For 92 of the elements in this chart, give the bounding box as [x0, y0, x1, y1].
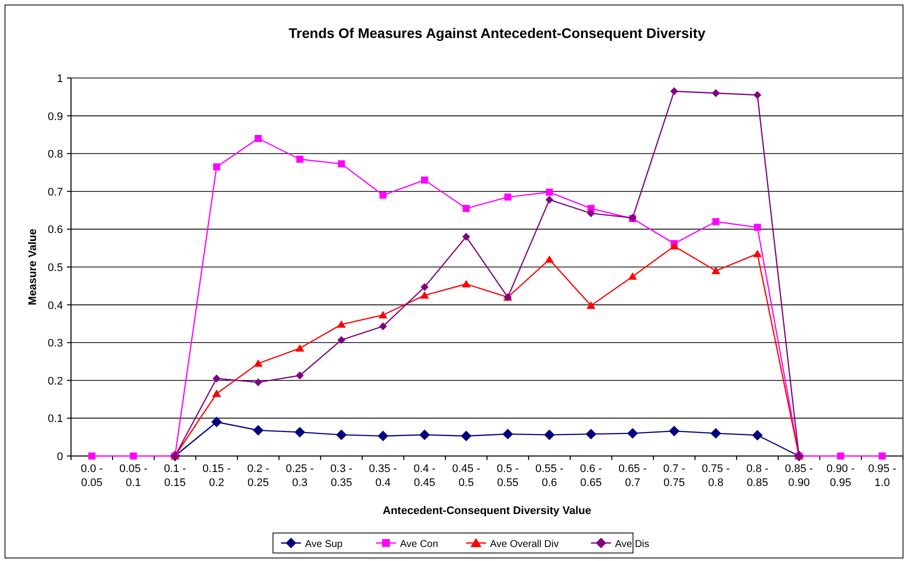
point: [379, 192, 387, 199]
legend-label: Ave Sup: [305, 539, 344, 550]
point: [379, 322, 387, 330]
point: [712, 89, 720, 97]
point: [752, 250, 762, 258]
point: [546, 188, 553, 196]
point: [254, 378, 262, 386]
x-tick-label: 0.65 - 0.7: [618, 463, 647, 489]
point: [253, 425, 264, 436]
point: [420, 291, 430, 299]
point: [88, 452, 96, 460]
point: [544, 430, 554, 440]
point: [212, 416, 222, 428]
y-tick-label: 0.4: [48, 300, 63, 312]
x-tick-label: 0.4 - 0.45: [414, 463, 436, 489]
point: [336, 320, 346, 328]
point: [628, 428, 638, 438]
x-tick-label: 0.0 - 0.05: [80, 463, 104, 489]
point: [712, 218, 720, 226]
point: [212, 390, 222, 397]
point: [587, 210, 595, 218]
point: [212, 374, 220, 382]
x-tick-label: 0.1 - 0.15: [164, 463, 186, 489]
point: [628, 272, 638, 280]
point: [670, 242, 679, 250]
x-tick-label: 0.7 - 0.75: [663, 463, 686, 489]
y-tick-label: 0.1: [48, 413, 63, 426]
x-tick-label: 0.85 - 0.90: [784, 463, 814, 489]
y-tick-label: 0.3: [48, 338, 63, 350]
x-tick-label: 0.2 - 0.25: [247, 463, 270, 489]
y-tick-label: 0.8: [48, 148, 63, 161]
x-tick-label: 0.35 - 0.4: [368, 463, 398, 489]
y-tick-label: 1: [56, 73, 63, 85]
point: [754, 224, 761, 231]
x-tick-label: 0.5 - 0.55: [496, 463, 520, 489]
point: [420, 430, 430, 440]
point: [752, 430, 762, 440]
y-tick-label: 0: [56, 451, 63, 463]
point: [254, 134, 262, 142]
x-tick-label: 0.95 - 1.0: [868, 463, 897, 489]
point: [336, 430, 346, 440]
point: [586, 428, 596, 440]
point: [670, 87, 678, 95]
point: [502, 428, 513, 440]
point: [421, 176, 428, 184]
y-tick-label: 0.7: [48, 186, 63, 198]
point: [295, 344, 304, 352]
y-tick-label: 0.6: [48, 224, 63, 236]
point: [296, 156, 304, 163]
point: [586, 301, 596, 309]
legend-label: Ave Dis: [615, 539, 650, 550]
point: [420, 283, 428, 291]
x-tick-label: 0.90 - 0.95: [826, 463, 855, 489]
x-tick-label: 0.75 - 0.8: [702, 463, 730, 489]
point: [710, 428, 721, 438]
point: [711, 266, 720, 274]
legend-label: Ave Con: [400, 539, 438, 550]
x-tick-label: 0.3 - 0.35: [330, 463, 353, 489]
x-tick-label: 0.05 - 0.1: [119, 463, 148, 489]
y-tick-label: 0.2: [48, 375, 63, 388]
point: [338, 160, 345, 168]
point: [130, 452, 137, 460]
point: [338, 336, 346, 344]
point: [754, 91, 762, 99]
point: [544, 255, 554, 263]
point: [504, 194, 512, 201]
point: [837, 452, 844, 460]
point: [294, 427, 305, 438]
point: [669, 426, 680, 436]
point: [462, 233, 470, 241]
point: [462, 280, 471, 288]
x-tick-label: 0.45 - 0.5: [452, 463, 481, 489]
x-axis-title: Antecedent-Consequent Diversity Value: [382, 505, 592, 517]
point: [461, 430, 472, 442]
x-tick-label: 0.15 - 0.2: [202, 463, 231, 489]
x-tick-label: 0.8 - 0.85: [746, 463, 769, 489]
y-axis-title: Measure Value: [27, 228, 39, 306]
y-tick-label: 0.9: [48, 110, 63, 123]
point: [378, 430, 388, 442]
legend-label: Ave Overall Div: [490, 539, 559, 550]
point: [546, 196, 554, 204]
point: [878, 452, 886, 460]
x-tick-label: 0.6 - 0.65: [580, 463, 602, 489]
y-tick-label: 0.5: [48, 262, 63, 274]
point: [254, 359, 263, 367]
point: [378, 310, 388, 318]
point: [213, 163, 220, 170]
point: [296, 372, 304, 380]
chart-title: Trends Of Measures Against Antecedent-Consequent Diversity: [288, 25, 706, 41]
x-tick-label: 0.25 - 0.3: [286, 463, 314, 489]
x-tick-label: 0.55 - 0.6: [535, 463, 564, 489]
point: [462, 204, 470, 212]
